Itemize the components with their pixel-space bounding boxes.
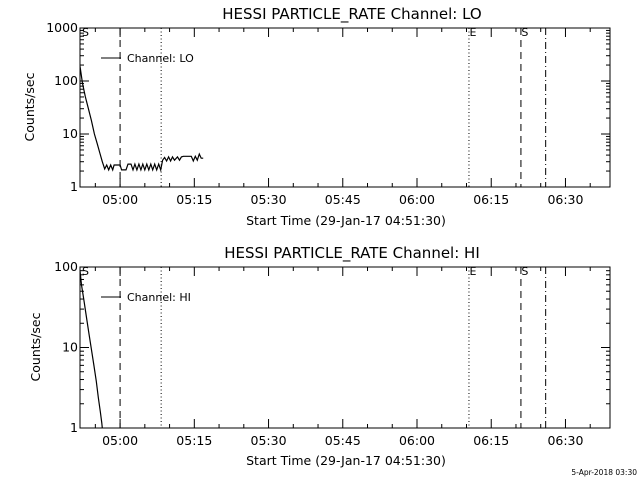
x-tick-label: 05:00 xyxy=(102,433,138,448)
footer-timestamp: 5-Apr-2018 03:30 xyxy=(571,468,637,477)
y-tick-label: 1 xyxy=(70,179,78,194)
x-tick-label: 05:45 xyxy=(325,192,361,207)
x-tick-label: 05:15 xyxy=(176,192,212,207)
marker-label: E xyxy=(469,265,476,278)
marker-label: S xyxy=(82,265,89,278)
series-line-hi xyxy=(80,270,103,428)
x-tick-label: 06:00 xyxy=(399,192,435,207)
legend-label: Channel: HI xyxy=(127,291,191,304)
x-tick-label: 05:30 xyxy=(251,192,287,207)
plot-frame xyxy=(79,27,611,188)
chart-particle-rate-hi: HESSI PARTICLE_RATE Channel: HI Counts/s… xyxy=(28,244,611,468)
x-tick-label: 06:15 xyxy=(473,433,509,448)
chart-title: HESSI PARTICLE_RATE Channel: LO xyxy=(222,5,481,24)
y-tick-label: 10 xyxy=(62,340,78,355)
y-tick-label: 1000 xyxy=(46,20,78,35)
x-axis-label: Start Time (29-Jan-17 04:51:30) xyxy=(246,453,446,468)
x-tick-label: 05:00 xyxy=(102,192,138,207)
x-tick-label: 06:30 xyxy=(547,192,583,207)
y-tick-label: 1 xyxy=(70,420,78,435)
x-tick-label: 05:15 xyxy=(176,433,212,448)
marker-label: S xyxy=(82,26,89,39)
x-axis-label: Start Time (29-Jan-17 04:51:30) xyxy=(246,213,446,228)
x-tick-label: 05:45 xyxy=(325,433,361,448)
marker-label: E xyxy=(469,26,476,39)
x-tick-label: 06:00 xyxy=(399,433,435,448)
x-tick-label: 06:30 xyxy=(547,433,583,448)
chart-title: HESSI PARTICLE_RATE Channel: HI xyxy=(224,244,480,263)
series-line-lo xyxy=(80,66,204,173)
legend-label: Channel: LO xyxy=(127,52,194,65)
y-axis-label: Counts/sec xyxy=(28,312,43,381)
x-tick-label: 06:15 xyxy=(473,192,509,207)
y-tick-label: 100 xyxy=(54,73,78,88)
x-tick-label: 05:30 xyxy=(251,433,287,448)
y-tick-label: 10 xyxy=(62,126,78,141)
y-tick-label: 100 xyxy=(54,259,78,274)
marker-label: S xyxy=(521,265,528,278)
chart-particle-rate-lo: HESSI PARTICLE_RATE Channel: LO Counts/s… xyxy=(22,5,611,228)
y-axis-label: Counts/sec xyxy=(22,72,37,141)
marker-label: S xyxy=(521,26,528,39)
